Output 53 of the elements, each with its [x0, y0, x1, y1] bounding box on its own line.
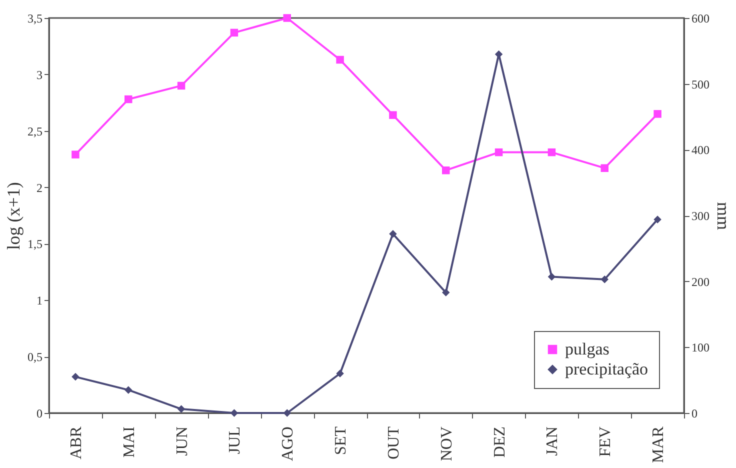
point: [336, 370, 344, 378]
point: [177, 405, 186, 413]
point: [124, 95, 132, 104]
y2-tick-label: 500: [692, 77, 710, 92]
point: [548, 272, 556, 281]
point: [124, 386, 132, 394]
y-tick-label: 3: [36, 68, 42, 82]
x-tick-label: SET: [332, 426, 350, 455]
x-tick-label: JUL: [226, 426, 244, 454]
y-tick-label: 2: [36, 180, 42, 195]
y2-tick-label: 300: [692, 209, 710, 223]
y2-tick-label: 400: [692, 143, 710, 158]
y2-tick-label: 600: [692, 12, 710, 26]
y2-tick-label: 100: [692, 340, 710, 355]
legend-label: pulgas: [565, 340, 610, 358]
point: [177, 82, 186, 90]
point: [283, 409, 291, 417]
point: [600, 275, 608, 284]
point: [442, 288, 450, 296]
x-tick-label: JAN: [544, 426, 562, 456]
x-tick-label: OUT: [385, 426, 402, 460]
x-tick-label: AGO: [280, 426, 297, 462]
point: [600, 164, 608, 172]
y-tick-label: 1,5: [28, 237, 42, 252]
y-tick-label: 0: [36, 406, 42, 420]
x-tick-label: NOV: [438, 426, 456, 462]
y2-axis-title: mm: [714, 202, 734, 230]
y-tick-label: 3,5: [28, 12, 42, 26]
x-tick-label: ABR: [68, 426, 85, 460]
y2-tick-label: 0: [692, 406, 698, 420]
x-tick-label: FEV: [597, 426, 614, 457]
point: [336, 56, 344, 64]
point: [442, 166, 450, 174]
point: [230, 28, 238, 37]
x-tick-label: MAR: [650, 426, 668, 463]
y-tick-label: 0,5: [28, 350, 42, 364]
point: [494, 148, 503, 156]
point: [283, 14, 291, 22]
y-axis-title: log (x+1): [4, 182, 24, 250]
legend-label: precipitação: [565, 360, 648, 378]
x-tick-label: JUN: [174, 426, 191, 456]
x-tick-label: DEZ: [491, 426, 508, 458]
point: [548, 148, 556, 156]
y-tick-label: 2,5: [28, 124, 42, 138]
point: [72, 372, 80, 381]
point: [389, 111, 397, 119]
y2-tick-label: 200: [692, 274, 710, 289]
point: [654, 216, 662, 224]
point: [389, 230, 397, 238]
point: [72, 150, 80, 158]
point: [654, 110, 662, 118]
x-tick-label: MAI: [120, 426, 138, 458]
y-tick-label: 1: [36, 294, 42, 308]
